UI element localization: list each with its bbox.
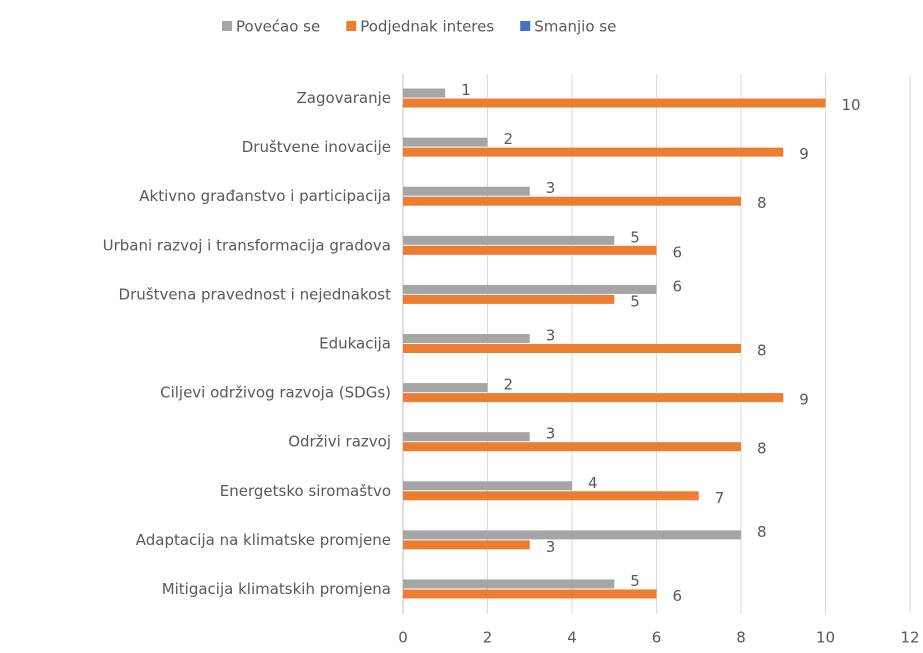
data-label: 9 <box>799 391 809 409</box>
y-tick-label: Ciljevi održivog razvoja (SDGs) <box>160 384 391 402</box>
y-tick-label: Energetsko siromaštvo <box>220 482 391 500</box>
x-tick-label: 4 <box>567 629 577 647</box>
bar <box>403 491 699 501</box>
x-tick-label: 10 <box>816 629 835 647</box>
y-tick-label: Edukacija <box>319 335 391 353</box>
data-label: 5 <box>630 292 640 310</box>
data-label: 10 <box>842 96 861 114</box>
x-tick-label: 6 <box>652 629 662 647</box>
bar <box>403 432 530 442</box>
bar <box>403 196 741 206</box>
bar <box>403 137 488 147</box>
bar <box>403 245 657 255</box>
legend-label: Podjednak interes <box>360 18 494 36</box>
data-label: 4 <box>588 474 598 492</box>
y-tick-label: Urbani razvoj i transformacija gradova <box>103 236 391 254</box>
data-label: 8 <box>757 342 767 360</box>
bar <box>403 98 826 108</box>
data-label: 6 <box>673 587 683 605</box>
data-label: 5 <box>630 572 640 590</box>
x-tick-label: 2 <box>483 629 493 647</box>
bar <box>403 284 657 294</box>
bar <box>403 530 741 540</box>
legend-swatch <box>346 21 357 31</box>
data-label: 3 <box>546 179 556 197</box>
legend-swatch <box>520 21 531 31</box>
data-label: 8 <box>757 440 767 458</box>
legend-swatch <box>222 21 232 31</box>
data-label: 7 <box>715 489 725 507</box>
data-label: 5 <box>630 228 640 246</box>
bar <box>403 294 615 304</box>
data-label: 9 <box>799 145 809 163</box>
data-label: 2 <box>504 130 514 148</box>
bar <box>403 334 530 343</box>
x-tick-label: 12 <box>900 629 919 647</box>
bar <box>403 186 530 196</box>
y-tick-label: Društvene inovacije <box>242 138 391 156</box>
bar <box>403 540 530 550</box>
bar <box>403 579 615 589</box>
bar <box>403 88 446 98</box>
data-label: 2 <box>504 376 514 394</box>
y-tick-label: Mitigacija klimatskih promjena <box>162 580 391 598</box>
x-tick-label: 8 <box>736 629 746 647</box>
y-tick-label: Održivi razvoj <box>288 433 391 451</box>
data-label: 6 <box>673 243 683 261</box>
bar <box>403 589 657 599</box>
bar <box>403 481 572 491</box>
bar <box>403 442 741 452</box>
y-tick-label: Zagovaranje <box>297 89 392 107</box>
legend-label: Smanjio se <box>534 18 616 36</box>
data-label: 3 <box>546 327 556 345</box>
x-tick-label: 0 <box>398 629 408 647</box>
data-label: 8 <box>757 523 767 541</box>
data-label: 6 <box>673 277 683 295</box>
data-label: 3 <box>546 538 556 556</box>
bar <box>403 344 741 353</box>
y-tick-label: Adaptacija na klimatske promjene <box>136 531 391 549</box>
legend-label: Povećao se <box>236 18 320 36</box>
bar <box>403 235 615 245</box>
y-tick-label: Aktivno građanstvo i participacija <box>139 187 391 205</box>
bar <box>403 147 784 157</box>
data-label: 1 <box>461 81 471 99</box>
bar <box>403 393 784 403</box>
data-label: 3 <box>546 425 556 443</box>
data-label: 8 <box>757 194 767 212</box>
y-tick-label: Društvena pravednost i nejednakost <box>119 285 392 303</box>
bar <box>403 383 488 393</box>
